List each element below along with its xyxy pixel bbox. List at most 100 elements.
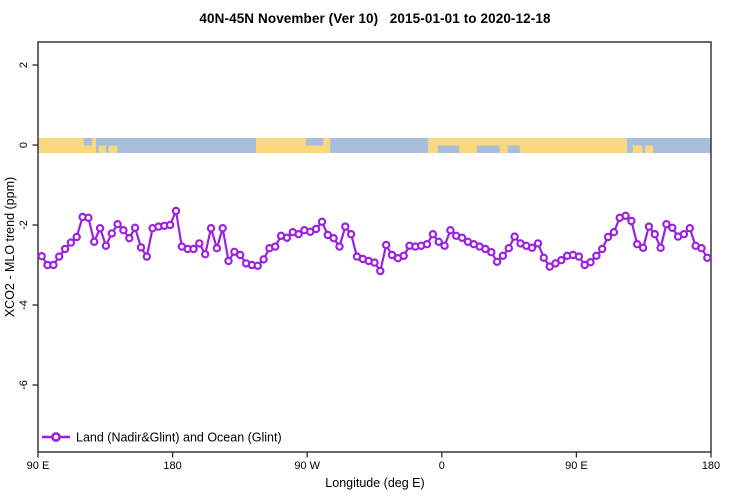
data-point-marker bbox=[49, 260, 58, 270]
data-point-marker bbox=[189, 244, 198, 254]
data-point-marker bbox=[89, 237, 99, 246]
data-point-marker bbox=[282, 233, 292, 242]
map-band-patch-land bbox=[98, 145, 106, 153]
data-point-marker bbox=[341, 222, 350, 231]
data-point-marker bbox=[212, 243, 222, 253]
map-band-patch-ocean bbox=[507, 145, 520, 153]
data-point-marker bbox=[446, 225, 455, 235]
data-point-marker bbox=[376, 266, 385, 276]
data-point-marker bbox=[557, 256, 566, 265]
x-axis-title: Longitude (deg E) bbox=[325, 476, 425, 490]
data-point-marker bbox=[574, 252, 584, 261]
data-point-marker bbox=[586, 258, 595, 267]
data-point-marker bbox=[136, 243, 146, 252]
x-tick-label: 180 bbox=[702, 460, 720, 472]
map-band-patch-ocean bbox=[305, 138, 324, 146]
y-tick-label: -2 bbox=[18, 220, 30, 230]
data-point-marker bbox=[387, 250, 397, 260]
data-point-marker bbox=[487, 247, 496, 257]
data-point-marker bbox=[685, 223, 695, 233]
chart-title: 40N-45N November (Ver 10) 2015-01-01 to … bbox=[199, 11, 551, 26]
data-point-marker bbox=[165, 220, 175, 230]
map-band-patch-ocean bbox=[83, 138, 92, 146]
data-point-marker bbox=[399, 251, 408, 260]
data-point-marker bbox=[195, 239, 204, 248]
x-tick-label: 90 W bbox=[294, 460, 320, 472]
data-point-marker bbox=[668, 223, 677, 232]
data-point-marker bbox=[311, 224, 321, 234]
data-point-marker bbox=[60, 244, 70, 254]
x-tick-label: 90 E bbox=[565, 460, 588, 472]
data-point-marker bbox=[37, 252, 46, 261]
data-point-marker bbox=[533, 239, 543, 248]
data-point-marker bbox=[271, 242, 280, 251]
data-point-marker bbox=[679, 229, 689, 239]
data-point-marker bbox=[457, 233, 467, 242]
data-point-marker bbox=[598, 244, 607, 254]
data-point-marker bbox=[346, 229, 356, 239]
data-point-marker bbox=[113, 219, 122, 229]
x-tick-label: 90 E bbox=[27, 460, 50, 472]
map-band-patch-land bbox=[632, 145, 643, 153]
data-point-marker bbox=[125, 233, 134, 243]
map-band-patch-land bbox=[108, 145, 118, 153]
data-point-marker bbox=[428, 229, 438, 239]
map-band-segment-ocean bbox=[330, 138, 429, 153]
data-point-marker bbox=[703, 253, 712, 262]
data-point-marker bbox=[329, 233, 338, 243]
data-point-marker bbox=[440, 241, 449, 250]
data-point-marker bbox=[317, 217, 327, 226]
data-point-marker bbox=[119, 225, 128, 235]
data-point-marker bbox=[259, 255, 268, 264]
data-point-marker bbox=[662, 219, 671, 229]
data-point-marker bbox=[481, 244, 490, 254]
map-band-patch-land bbox=[645, 145, 654, 153]
data-point-marker bbox=[539, 253, 549, 262]
data-point-marker bbox=[253, 261, 262, 270]
data-point-marker bbox=[142, 252, 151, 261]
data-point-marker bbox=[656, 243, 665, 252]
data-point-marker bbox=[130, 223, 140, 232]
data-point-marker bbox=[644, 222, 654, 231]
legend-label: Land (Nadir&Glint) and Ocean (Glint) bbox=[76, 431, 282, 445]
data-point-marker bbox=[603, 232, 613, 242]
data-point-marker bbox=[621, 211, 630, 220]
data-point-marker bbox=[66, 238, 76, 247]
map-band-patch-ocean bbox=[437, 145, 460, 153]
data-point-marker bbox=[101, 241, 111, 250]
data-point-marker bbox=[200, 249, 210, 259]
data-point-marker bbox=[107, 229, 117, 238]
data-point-marker bbox=[218, 223, 227, 233]
data-point-marker bbox=[294, 229, 303, 239]
data-point-marker bbox=[592, 251, 601, 260]
map-band-segment-land bbox=[38, 138, 96, 153]
data-point-marker bbox=[422, 239, 432, 249]
data-point-marker bbox=[527, 243, 537, 252]
data-point-marker bbox=[224, 256, 233, 266]
data-point-marker bbox=[382, 240, 391, 250]
data-point-marker bbox=[633, 239, 642, 249]
map-band-patch-ocean bbox=[476, 145, 500, 153]
y-tick-label: 0 bbox=[18, 142, 30, 148]
data-point-marker bbox=[335, 242, 344, 251]
y-tick-label: 2 bbox=[18, 62, 30, 68]
data-point-marker bbox=[434, 237, 443, 246]
data-point-marker bbox=[95, 223, 105, 233]
x-tick-label: 0 bbox=[439, 460, 445, 472]
data-point-marker bbox=[206, 223, 216, 233]
data-point-marker bbox=[498, 251, 508, 260]
data-point-marker bbox=[510, 232, 519, 241]
data-point-marker bbox=[638, 243, 648, 252]
y-tick-label: -4 bbox=[18, 300, 30, 310]
data-point-marker bbox=[235, 250, 245, 260]
data-point-marker bbox=[650, 229, 660, 239]
legend-open-circle-icon bbox=[51, 432, 61, 442]
data-point-marker bbox=[492, 257, 502, 266]
data-point-marker bbox=[72, 232, 81, 242]
data-point-marker bbox=[504, 243, 513, 253]
data-point-marker bbox=[55, 252, 64, 261]
data-point-marker bbox=[370, 258, 379, 267]
y-tick-label: -6 bbox=[18, 380, 30, 390]
x-tick-label: 180 bbox=[163, 460, 181, 472]
